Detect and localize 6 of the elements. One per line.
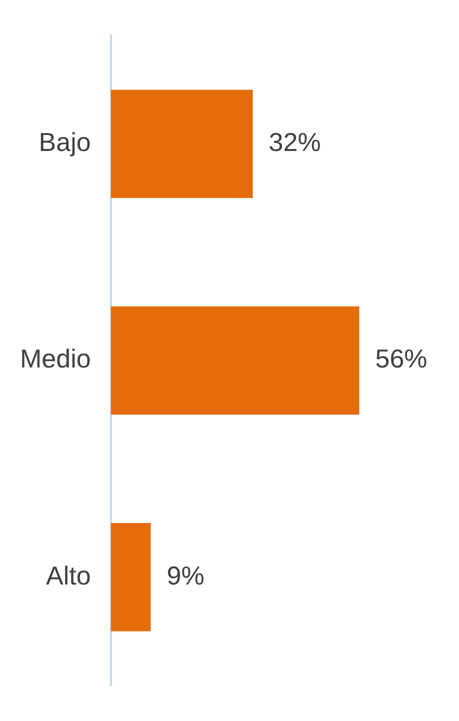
- y-tick-label: Medio: [20, 344, 91, 374]
- data-label: 32%: [268, 127, 321, 158]
- data-label: 9%: [166, 560, 204, 590]
- y-tick-label: Alto: [46, 560, 91, 590]
- data-label: 56%: [375, 344, 428, 374]
- y-tick-label: Bajo: [38, 127, 91, 158]
